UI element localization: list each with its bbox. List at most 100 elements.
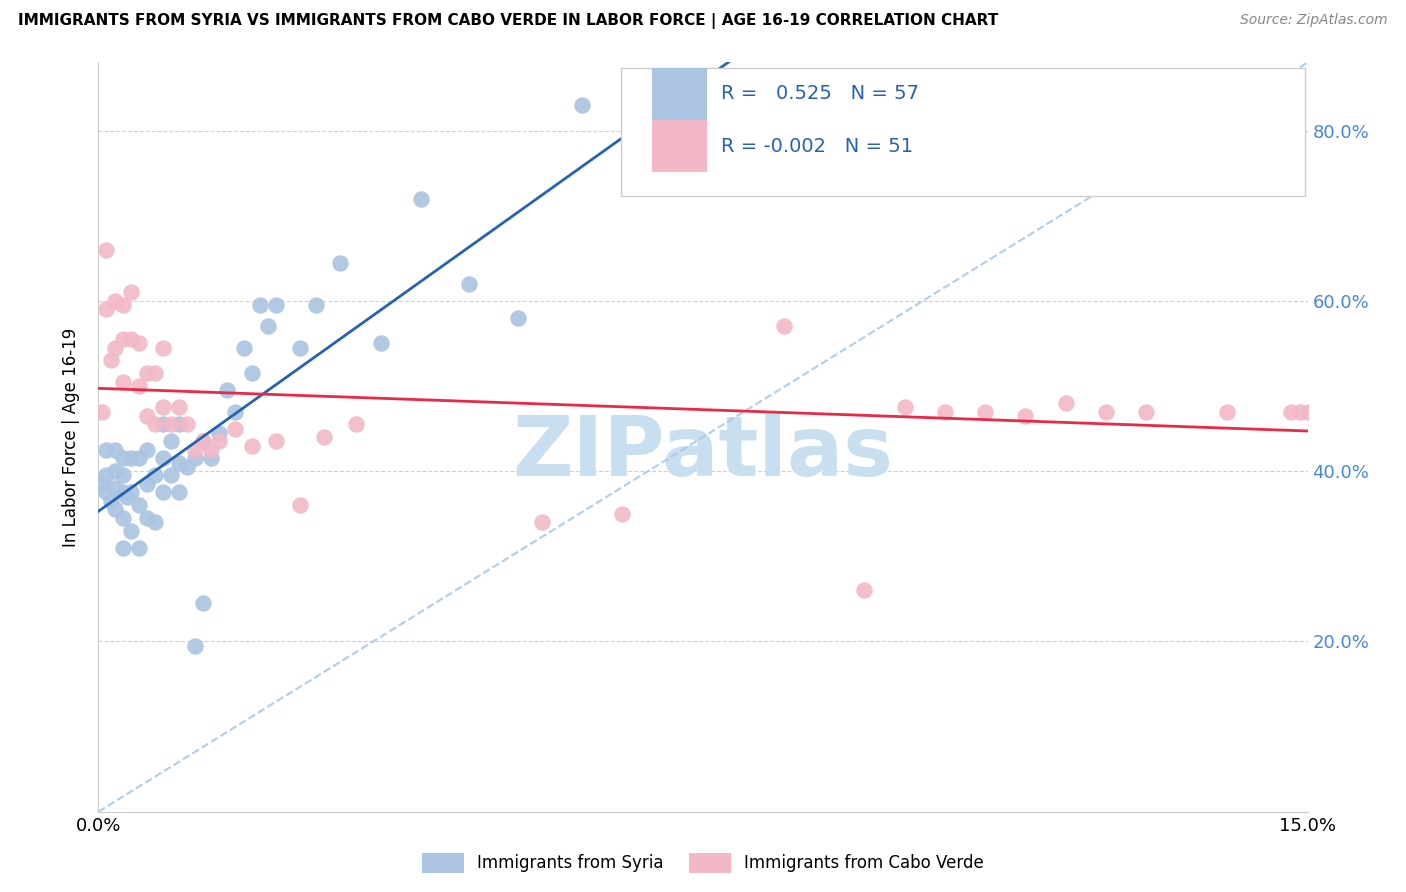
Point [1135,404,1157,418]
Point [143,366,166,380]
Point [111,541,134,555]
Point [160,468,183,483]
Point [184,451,207,466]
Point [232,341,254,355]
Point [91,404,114,418]
Point [1305,404,1327,418]
Point [506,310,529,325]
Point [1296,404,1319,418]
Text: R = -0.002   N = 51: R = -0.002 N = 51 [721,136,914,156]
Point [305,298,328,312]
Point [200,451,222,466]
Point [115,490,138,504]
FancyBboxPatch shape [621,68,1305,196]
Point [152,341,174,355]
Point [1216,404,1239,418]
Text: ZIPatlas: ZIPatlas [513,411,893,492]
Point [208,434,231,449]
Point [1288,404,1310,418]
Y-axis label: In Labor Force | Age 16-19: In Labor Force | Age 16-19 [62,327,80,547]
Text: Source: ZipAtlas.com: Source: ZipAtlas.com [1240,13,1388,28]
Point [111,451,134,466]
Point [91,476,114,491]
Point [120,332,142,346]
Point [103,464,125,478]
Point [100,494,122,508]
Point [135,511,157,525]
Point [128,336,150,351]
Point [288,341,311,355]
Point [853,583,876,598]
Point [111,511,134,525]
Point [329,255,352,269]
Point [612,507,634,521]
Point [264,298,287,312]
Text: IMMIGRANTS FROM SYRIA VS IMMIGRANTS FROM CABO VERDE IN LABOR FORCE | AGE 16-19 C: IMMIGRANTS FROM SYRIA VS IMMIGRANTS FROM… [18,13,998,29]
Point [111,375,134,389]
Text: R =   0.525   N = 57: R = 0.525 N = 57 [721,85,920,103]
Point [167,456,190,470]
Point [128,498,150,512]
Legend: Immigrants from Syria, Immigrants from Cabo Verde: Immigrants from Syria, Immigrants from C… [416,847,990,880]
Point [152,417,174,432]
Point [103,442,125,457]
Point [135,476,157,491]
Point [256,319,278,334]
Point [176,459,198,474]
Point [458,277,481,291]
Point [240,439,263,453]
Point [128,541,150,555]
Point [1329,404,1351,418]
Point [1095,404,1118,418]
Point [193,434,215,449]
Point [143,468,166,483]
Point [1320,404,1343,418]
Point [143,417,166,432]
Point [240,366,263,380]
Point [193,596,215,610]
Point [224,421,246,435]
Point [152,485,174,500]
Point [96,485,118,500]
Point [96,468,118,483]
Point [974,404,997,418]
Point [288,498,311,512]
Point [120,285,142,300]
Point [103,341,125,355]
Point [217,384,239,398]
Point [934,404,956,418]
Bar [652,68,707,120]
Point [184,442,207,457]
Point [96,442,118,457]
Point [208,425,231,440]
Point [135,409,157,423]
Point [128,451,150,466]
Point [1312,404,1334,418]
Point [200,442,222,457]
Point [111,298,134,312]
Point [111,332,134,346]
Bar [652,120,707,172]
Point [167,417,190,432]
Point [152,451,174,466]
Point [893,401,915,415]
Point [152,401,174,415]
Point [135,366,157,380]
Point [143,515,166,529]
Point [100,353,122,368]
Point [264,434,287,449]
Point [651,153,673,168]
Point [1281,404,1303,418]
Point [135,442,157,457]
Point [167,485,190,500]
Point [111,485,134,500]
Point [1014,409,1036,423]
Point [103,293,125,308]
Point [120,485,142,500]
Point [103,502,125,516]
Point [120,524,142,538]
Point [184,639,207,653]
Point [103,481,125,495]
Point [409,192,432,206]
Point [96,243,118,257]
